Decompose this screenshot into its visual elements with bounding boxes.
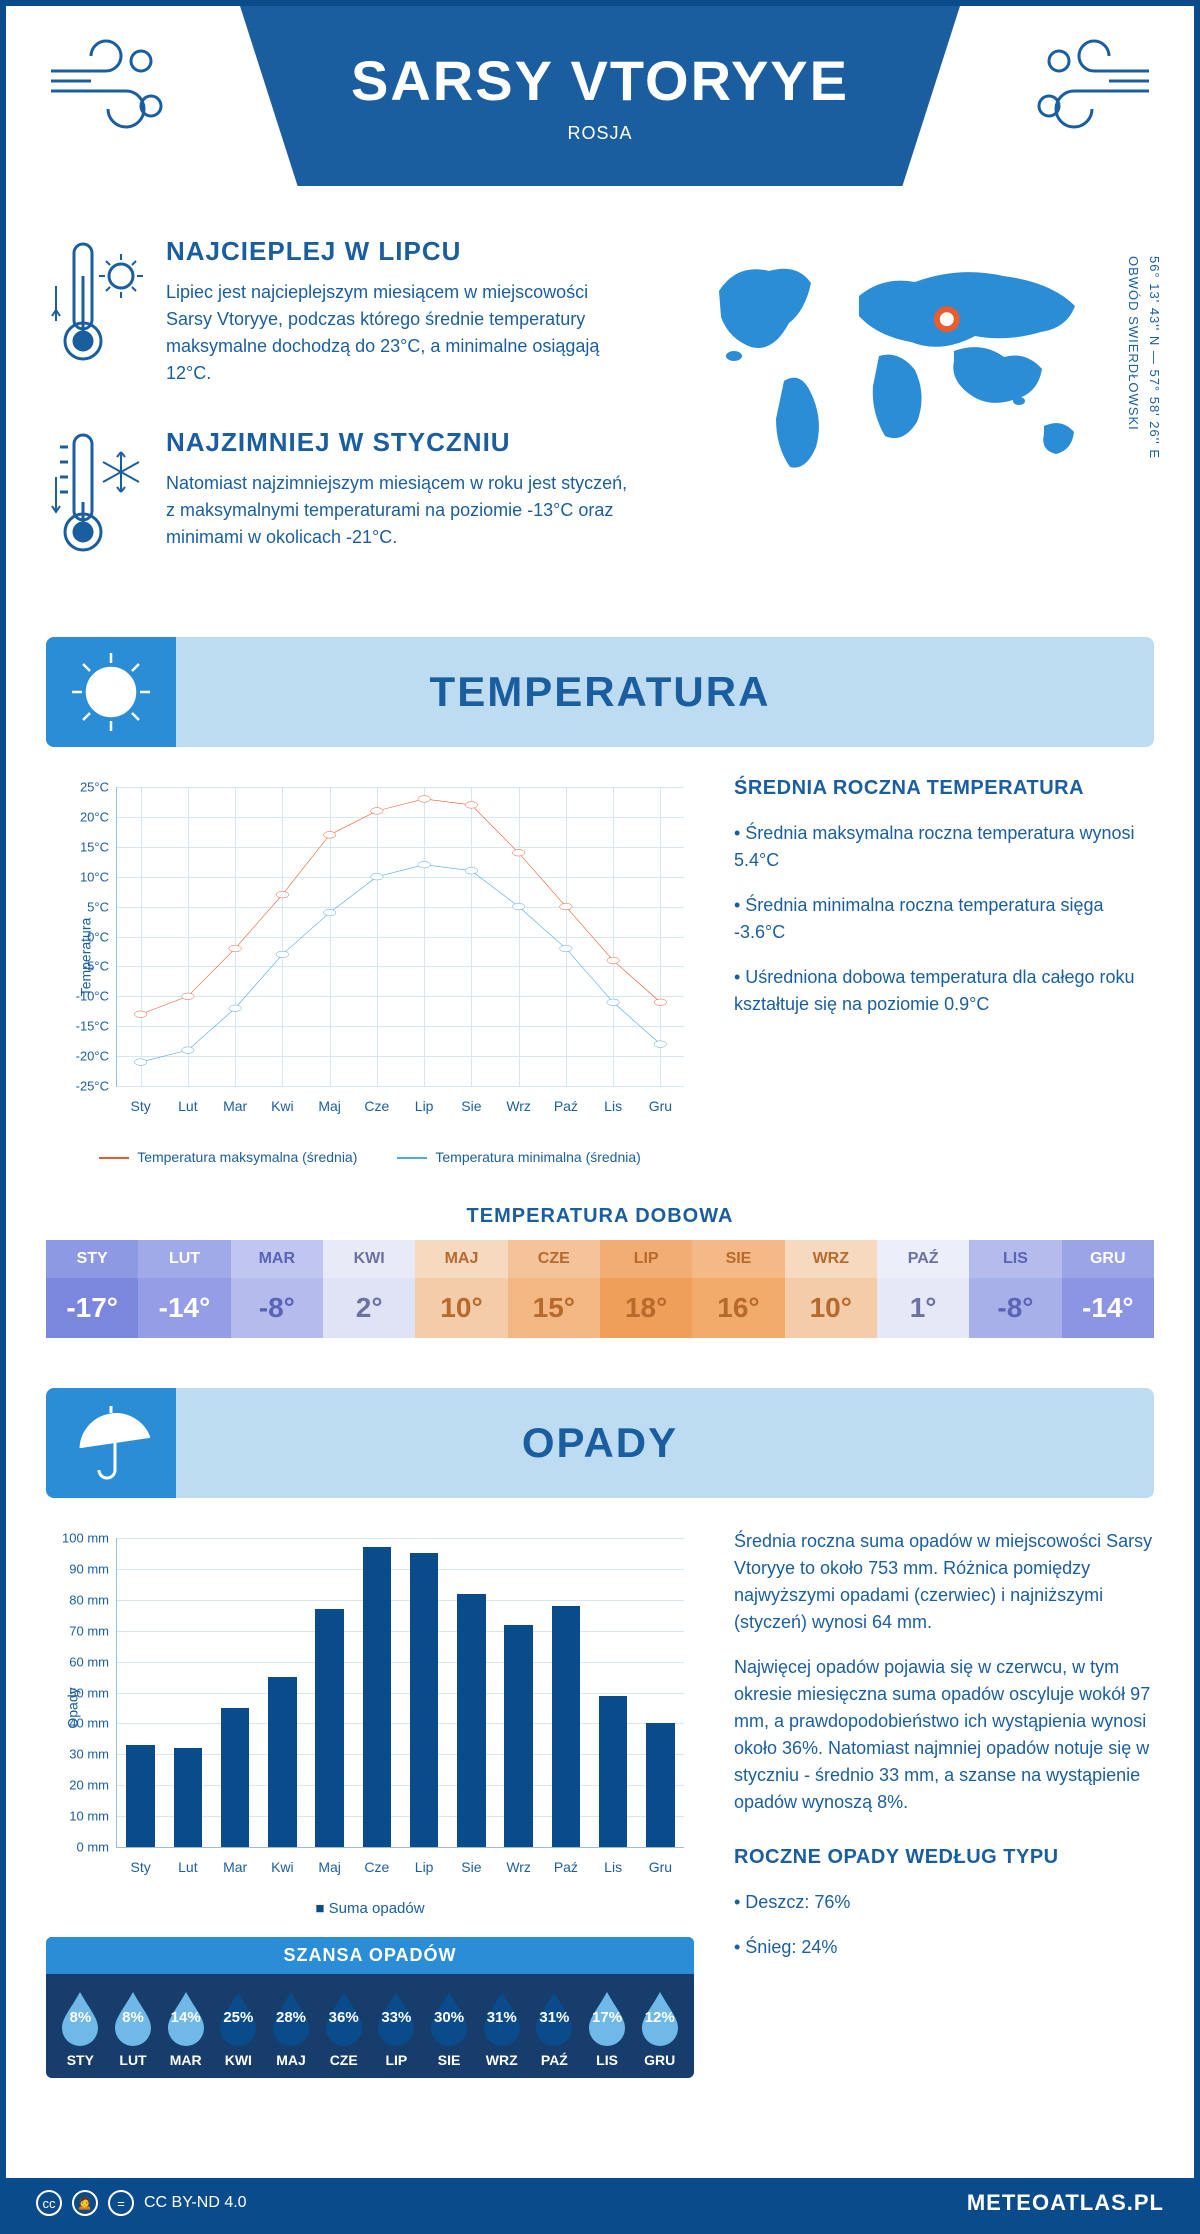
daily-temp-cell: SIE16° [692,1240,784,1338]
chance-cell: 12%GRU [633,1988,686,2068]
daily-temp-cell: MAJ10° [415,1240,507,1338]
precip-info: Średnia roczna suma opadów w miejscowośc… [734,1528,1154,2078]
chance-cell: 33%LIP [370,1988,423,2068]
daily-temp-cell: PAŹ1° [877,1240,969,1338]
country-label: ROSJA [567,123,632,144]
precip-bar [174,1748,202,1847]
precip-bar-chart: Opady 0 mm10 mm20 mm30 mm40 mm50 mm60 mm… [46,1528,694,1888]
temperature-line-chart: Temperatura -25°C-20°C-15°C-10°C-5°C0°C5… [46,777,694,1137]
temperature-section-head: TEMPERATURA [46,637,1154,747]
temperature-info: ŚREDNIA ROCZNA TEMPERATURA • Średnia mak… [734,777,1154,1165]
daily-temp-strip: STY-17°LUT-14°MAR-8°KWI2°MAJ10°CZE15°LIP… [46,1240,1154,1338]
precip-bar [599,1696,627,1847]
daily-temp-cell: LIP18° [600,1240,692,1338]
thermometer-hot-icon [46,236,146,366]
title-banner: SARSY VTORYYE ROSJA [240,6,960,186]
chance-cell: 36%CZE [317,1988,370,2068]
chance-cell: 25%KWI [212,1988,265,2068]
temp-legend: Temperatura maksymalna (średnia) Tempera… [46,1149,694,1165]
precip-bar [457,1594,485,1847]
world-map: 56° 13' 43'' N — 57° 58' 26'' EOBWÓD SWI… [674,236,1154,597]
daily-temp-cell: GRU-14° [1062,1240,1154,1338]
daily-temp-cell: LIS-8° [969,1240,1061,1338]
chance-cell: 31%WRZ [475,1988,528,2068]
daily-temp-cell: WRZ10° [785,1240,877,1338]
daily-temp-cell: STY-17° [46,1240,138,1338]
chance-cell: 17%LIS [581,1988,634,2068]
precip-section-head: OPADY [46,1388,1154,1498]
daily-temp-cell: LUT-14° [138,1240,230,1338]
precip-bar [552,1606,580,1847]
coldest-summary: NAJZIMNIEJ W STYCZNIU Natomiast najzimni… [46,427,634,557]
chance-cell: 8%STY [54,1988,107,2068]
precip-bar [126,1745,154,1847]
cold-text: Natomiast najzimniejszym miesiącem w rok… [166,470,634,551]
footer: cc 🙍 = CC BY-ND 4.0 METEOATLAS.PL [6,2178,1194,2228]
precip-bar [221,1708,249,1847]
daily-temp-title: TEMPERATURA DOBOWA [46,1205,1154,1228]
hot-text: Lipiec jest najcieplejszym miesiącem w m… [166,279,634,387]
chance-cell: 14%MAR [159,1988,212,2068]
precip-title: OPADY [46,1419,1154,1467]
temperature-title: TEMPERATURA [46,668,1154,716]
cc-icon: cc [36,2190,62,2216]
nd-icon: = [108,2190,134,2216]
license-text: CC BY-ND 4.0 [144,2194,247,2212]
precip-bar [504,1625,532,1847]
daily-temp-cell: CZE15° [508,1240,600,1338]
thermometer-cold-icon [46,427,146,557]
precip-bar [315,1609,343,1847]
geo-label: 56° 13' 43'' N — 57° 58' 26'' EOBWÓD SWI… [1122,256,1164,459]
chance-cell: 30%SIE [423,1988,476,2068]
header: SARSY VTORYYE ROSJA [6,6,1194,206]
precip-bar [410,1553,438,1847]
daily-temp-cell: MAR-8° [231,1240,323,1338]
cold-title: NAJZIMNIEJ W STYCZNIU [166,427,634,458]
precip-chance-strip: SZANSA OPADÓW 8%STY8%LUT14%MAR25%KWI28%M… [46,1937,694,2078]
wind-icon [46,36,166,155]
site-name: METEOATLAS.PL [967,2190,1164,2216]
hottest-summary: NAJCIEPLEJ W LIPCU Lipiec jest najcieple… [46,236,634,387]
precip-bar [363,1547,391,1847]
location-title: SARSY VTORYYE [351,48,849,113]
precip-legend: Suma opadów [46,1900,694,1917]
hot-title: NAJCIEPLEJ W LIPCU [166,236,634,267]
wind-icon [1034,36,1154,155]
chance-cell: 31%PAŹ [528,1988,581,2068]
chance-cell: 8%LUT [107,1988,160,2068]
daily-temp-cell: KWI2° [323,1240,415,1338]
precip-bar [268,1677,296,1847]
precip-bar [646,1723,674,1847]
top-info: NAJCIEPLEJ W LIPCU Lipiec jest najcieple… [46,236,1154,597]
by-icon: 🙍 [72,2190,98,2216]
chance-cell: 28%MAJ [265,1988,318,2068]
